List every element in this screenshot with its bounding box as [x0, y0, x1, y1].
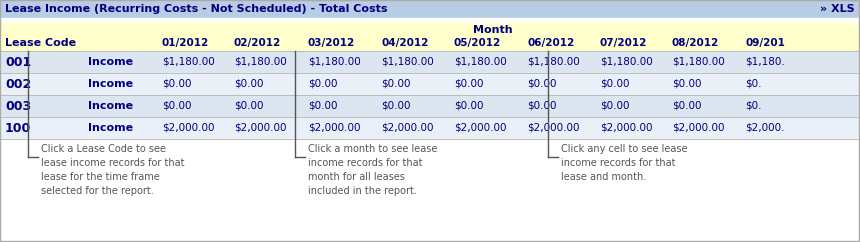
- Text: Income: Income: [88, 101, 133, 111]
- Text: » XLS: » XLS: [820, 4, 855, 14]
- Text: $0.00: $0.00: [381, 101, 410, 111]
- Text: $0.00: $0.00: [672, 79, 702, 89]
- Text: Income: Income: [88, 79, 133, 89]
- Text: 07/2012: 07/2012: [600, 38, 648, 48]
- Text: $0.: $0.: [745, 101, 761, 111]
- Text: $0.00: $0.00: [162, 101, 192, 111]
- Text: $0.00: $0.00: [454, 101, 483, 111]
- Text: $1,180.: $1,180.: [745, 57, 784, 67]
- Text: 08/2012: 08/2012: [672, 38, 719, 48]
- Text: $0.00: $0.00: [308, 101, 337, 111]
- Text: 06/2012: 06/2012: [527, 38, 574, 48]
- Bar: [0, 23, 860, 51]
- Text: $2,000.00: $2,000.00: [672, 123, 724, 133]
- Text: $2,000.00: $2,000.00: [454, 123, 507, 133]
- Text: $0.00: $0.00: [162, 79, 192, 89]
- Text: Income: Income: [88, 57, 133, 67]
- Text: $2,000.00: $2,000.00: [527, 123, 580, 133]
- Text: $0.00: $0.00: [527, 79, 556, 89]
- Text: Lease Income (Recurring Costs - Not Scheduled) - Total Costs: Lease Income (Recurring Costs - Not Sche…: [5, 4, 388, 14]
- Text: $1,180.00: $1,180.00: [162, 57, 215, 67]
- Text: $2,000.00: $2,000.00: [234, 123, 286, 133]
- Text: Lease Code: Lease Code: [5, 38, 77, 48]
- Bar: [0, 139, 860, 242]
- Text: Income: Income: [88, 123, 133, 133]
- Text: 001: 001: [5, 55, 31, 68]
- Text: $1,180.00: $1,180.00: [600, 57, 653, 67]
- Text: $2,000.00: $2,000.00: [600, 123, 653, 133]
- Text: Month: Month: [473, 25, 513, 35]
- Text: $0.00: $0.00: [600, 79, 630, 89]
- Text: $0.00: $0.00: [454, 79, 483, 89]
- Text: $0.00: $0.00: [527, 101, 556, 111]
- Bar: [0, 18, 860, 23]
- Text: Click a Lease Code to see
lease income records for that
lease for the time frame: Click a Lease Code to see lease income r…: [41, 144, 185, 196]
- Text: 02/2012: 02/2012: [234, 38, 281, 48]
- Text: $1,180.00: $1,180.00: [234, 57, 286, 67]
- Text: Click a month to see lease
income records for that
month for all leases
included: Click a month to see lease income record…: [308, 144, 438, 196]
- Text: $0.00: $0.00: [234, 79, 263, 89]
- Text: $2,000.: $2,000.: [745, 123, 784, 133]
- Text: $1,180.00: $1,180.00: [381, 57, 433, 67]
- Text: $2,000.00: $2,000.00: [381, 123, 433, 133]
- Text: $1,180.00: $1,180.00: [308, 57, 360, 67]
- Bar: [0, 95, 860, 117]
- Text: 01/2012: 01/2012: [162, 38, 209, 48]
- Text: $0.00: $0.00: [308, 79, 337, 89]
- Text: $0.00: $0.00: [234, 101, 263, 111]
- Bar: [0, 73, 860, 95]
- Text: $0.00: $0.00: [672, 101, 702, 111]
- Text: 002: 002: [5, 77, 31, 91]
- Text: Click any cell to see lease
income records for that
lease and month.: Click any cell to see lease income recor…: [561, 144, 687, 182]
- Text: 05/2012: 05/2012: [454, 38, 501, 48]
- Text: $1,180.00: $1,180.00: [454, 57, 507, 67]
- Bar: [0, 117, 860, 139]
- Text: $0.00: $0.00: [600, 101, 630, 111]
- Text: 03/2012: 03/2012: [308, 38, 355, 48]
- Text: $1,180.00: $1,180.00: [527, 57, 580, 67]
- Text: 04/2012: 04/2012: [381, 38, 428, 48]
- Text: $2,000.00: $2,000.00: [308, 123, 360, 133]
- Text: $0.00: $0.00: [381, 79, 410, 89]
- Text: $2,000.00: $2,000.00: [162, 123, 214, 133]
- Text: $0.: $0.: [745, 79, 761, 89]
- Text: 09/201: 09/201: [745, 38, 785, 48]
- Bar: [0, 0, 860, 18]
- Bar: [0, 51, 860, 73]
- Text: 100: 100: [5, 121, 31, 135]
- Text: $1,180.00: $1,180.00: [672, 57, 725, 67]
- Text: 003: 003: [5, 99, 31, 113]
